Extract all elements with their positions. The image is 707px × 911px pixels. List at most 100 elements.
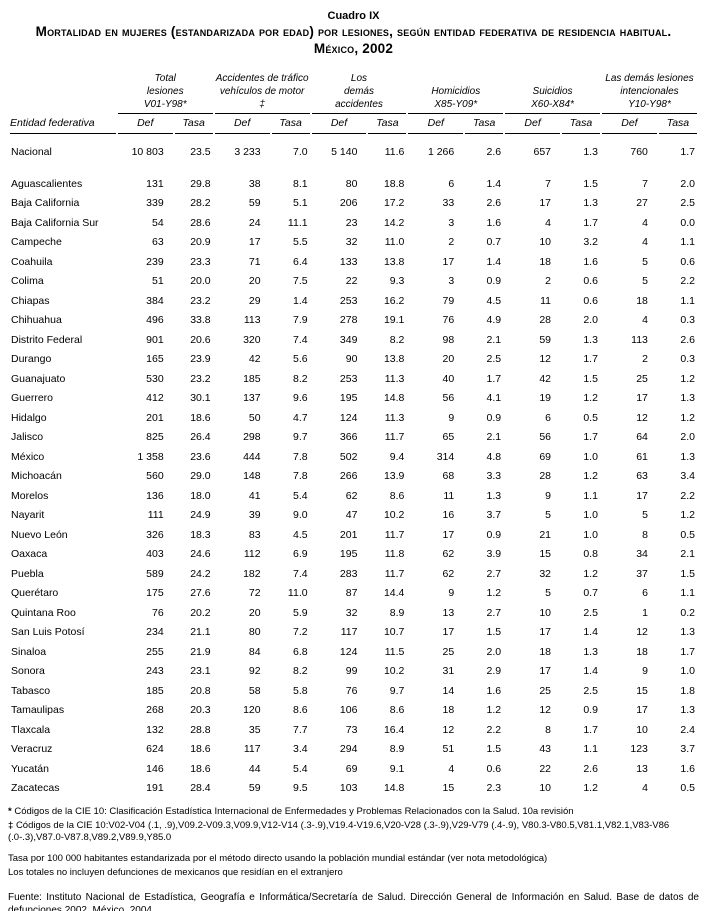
def-value: 182 [243,567,261,580]
def-value: 5 [642,255,648,268]
def-value: 4 [642,782,648,795]
def-value: 132 [146,723,164,736]
table-row: Puebla 589 24.2 182 7.4 283 11.7 62 2.7 32 1.2 37 1.… [10,564,697,584]
tasa-value: 3.2 [583,236,598,249]
def-value: 9 [448,587,455,600]
def-value: 99 [345,665,358,678]
def-value: 42 [539,372,552,385]
footnote-star-text: Códigos de la CIE 10: Clasificación Esta… [14,806,574,818]
def-header: Def [601,114,657,134]
def-value: 349 [339,333,358,346]
tasa-value: 7.8 [292,450,308,463]
table-row: Chihuahua 496 33.8 113 7.9 278 19.1 76 4.9 28 2.0 4… [10,311,697,331]
row-label: Tlaxcala [11,723,51,736]
row-label: Colima [11,275,44,288]
def-value: 412 [146,392,164,405]
tasa-value: 0.5 [583,411,598,424]
def-value: 384 [146,294,164,307]
table-row: Campeche 63 20.9 17 5.5 32 11.0 2 0.7 10 3.2 4 1.1 [10,233,697,253]
tasa-value: 2.0 [680,177,695,190]
tasa-value: 1.2 [583,392,598,405]
def-value: 23 [345,216,358,229]
def-value: 10 [636,723,648,736]
tasa-value: 2.7 [486,567,502,580]
tasa-value: 0.3 [680,353,695,366]
tasa-value: 1.3 [583,197,598,210]
tasa-header: Tasa [562,114,600,134]
tasa-value: 4.5 [292,528,308,541]
def-value: 47 [345,509,358,522]
tasa-value: 18.8 [383,177,405,190]
tasa-value: 9.1 [389,762,405,775]
tasa-value: 18.6 [190,762,211,775]
def-value: 17 [539,197,552,210]
tasa-value: 7.0 [292,145,308,158]
def-value: 239 [146,255,164,268]
tasa-value: 10.2 [383,665,405,678]
tasa-value: 28.4 [190,782,211,795]
tasa-value: 0.9 [583,704,598,717]
tasa-value: 3.4 [292,743,308,756]
row-label: Nacional [11,145,52,158]
row-label: Jalisco [11,431,44,444]
def-value: 63 [152,236,164,249]
tasa-value: 9.7 [389,684,405,697]
def-header: Def [117,114,173,134]
def-value: 760 [630,145,648,158]
tasa-value: 30.1 [190,392,211,405]
tasa-value: 1.5 [486,626,502,639]
footnote-dagger-marker: ‡ [8,819,14,831]
tasa-value: 1.0 [583,450,598,463]
def-value: 17 [539,665,552,678]
totals-note: Los totales no incluyen defunciones de m… [8,866,343,878]
tasa-value: 1.4 [486,255,502,268]
row-label: Morelos [11,489,49,502]
tasa-value: 24.6 [190,548,211,561]
def-value: 5 [642,275,648,288]
def-value: 21 [539,528,552,541]
tasa-value: 1.2 [583,470,598,483]
tasa-value: 20.0 [190,275,211,288]
tasa-value: 1.1 [680,236,695,249]
def-value: 1 266 [427,145,455,158]
tasa-value: 0.0 [680,216,695,229]
tasa-value: 2.6 [486,197,502,210]
def-value: 146 [146,762,164,775]
tasa-value: 27.6 [190,587,211,600]
tasa-value: 0.9 [486,411,502,424]
def-value: 2 [448,236,455,249]
def-value: 84 [248,645,261,658]
row-label: Baja California Sur [11,216,99,229]
def-value: 298 [243,431,261,444]
def-value: 8 [642,528,648,541]
def-value: 20 [248,606,261,619]
table-row: Nuevo León 326 18.3 83 4.5 201 11.7 17 0.9 21 1.0 8… [10,525,697,545]
tasa-value: 2.6 [680,333,695,346]
tasa-value: 0.9 [486,528,502,541]
def-value: 72 [248,587,261,600]
tasa-value: 1.2 [680,372,695,385]
tasa-value: 6.4 [292,255,308,268]
tasa-value: 10.7 [383,626,405,639]
tasa-value: 11.6 [384,145,405,158]
row-label: Guerrero [11,392,54,405]
def-value: 133 [339,255,358,268]
def-value: 13 [442,606,455,619]
tasa-value: 1.8 [680,684,695,697]
tasa-value: 0.6 [583,275,598,288]
def-value: 137 [243,392,261,405]
def-value: 59 [248,782,261,795]
row-label: Yucatán [11,762,49,775]
def-value: 5 [545,587,552,600]
def-value: 62 [442,567,455,580]
def-value: 195 [339,392,358,405]
def-header: Def [311,114,367,134]
row-label: Sinaloa [11,645,47,658]
tasa-value: 1.2 [583,567,598,580]
def-value: 4 [545,216,552,229]
def-value: 13 [636,762,648,775]
tasa-value: 1.3 [486,489,502,502]
tasa-value: 5.4 [292,762,308,775]
table-row: Baja California Sur 54 28.6 24 11.1 23 14.2 3 1.… [10,213,697,233]
row-label: Puebla [11,567,44,580]
